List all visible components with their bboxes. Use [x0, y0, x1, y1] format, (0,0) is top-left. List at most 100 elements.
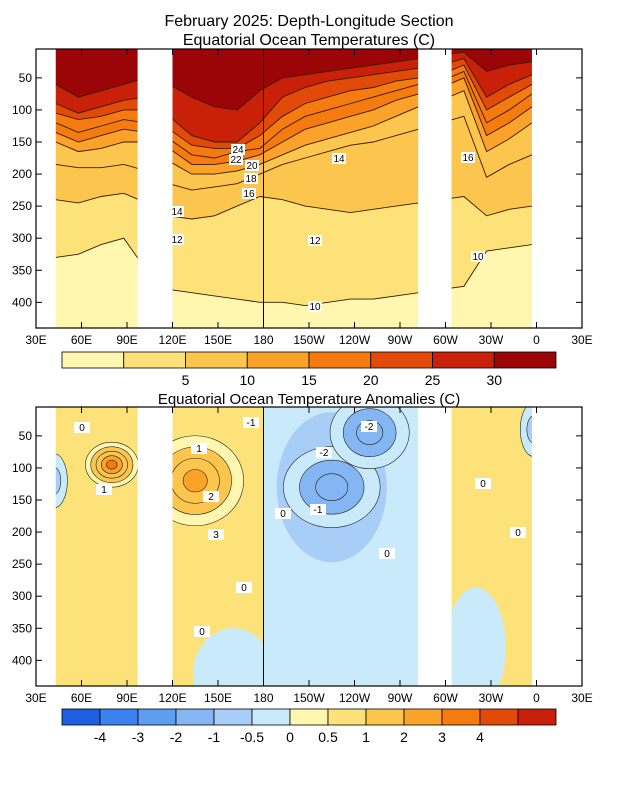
isotherm-label: 24: [232, 145, 244, 156]
anomaly-label: 2: [208, 492, 214, 503]
temperature-y-tick-label: 350: [12, 263, 32, 277]
anomaly-x-tick-label: 0: [533, 691, 540, 705]
anomaly-label: 0: [384, 549, 390, 560]
anomaly-x-tick-label: 120E: [158, 691, 186, 705]
temperature-colorbar-swatch: [61, 351, 125, 369]
anomaly-colorbar-swatch: [289, 708, 329, 726]
anomaly-colorbar-label: -0.5: [240, 729, 264, 745]
anomaly-x-tick-label: 90E: [116, 691, 137, 705]
isotherm-label-bg: [231, 144, 245, 155]
isotherm-label: 12: [171, 235, 183, 246]
isotherm-lines: [36, 49, 582, 328]
anomaly-colorbar-swatch: [327, 708, 367, 726]
isotherm-label-bg: [471, 251, 485, 262]
isotherm-16: [55, 90, 533, 175]
temperature-colorbar-swatch: [370, 351, 433, 369]
anomaly-label-bg: [96, 484, 112, 495]
anomaly-label: -2: [320, 448, 329, 459]
anomaly-cool-patch: [193, 628, 274, 686]
anomaly-colorbar-label: -2: [170, 729, 183, 745]
anomaly-label: 1: [101, 485, 107, 496]
temperature-x-tick-label: 180: [253, 333, 273, 347]
temperature-y-tick-label: 100: [12, 103, 32, 117]
temperature-x-tick-label: 30E: [25, 333, 46, 347]
isotherm-label: 16: [462, 153, 474, 164]
anomaly-label-bg: [236, 582, 252, 593]
temperature-x-tick-label: 90W: [388, 333, 413, 347]
anomaly-label-bg: [191, 443, 207, 454]
isotherm-label: 14: [333, 154, 345, 165]
anomaly-x-tick-label: 90W: [388, 691, 413, 705]
temperature-y-tick-label: 300: [12, 231, 32, 245]
anomaly-x-axis: 30E 60E 90E 120E 150E 180 150W 120W 90W 60W 30W 0 30…: [25, 407, 593, 705]
isotherm-label-bg: [242, 188, 256, 199]
anomaly-label-bg: [74, 422, 90, 433]
temperature-colorbar-swatch: [123, 351, 186, 369]
temperature-x-tick-label: 90E: [116, 333, 137, 347]
temperature-colorbar-swatch: [493, 351, 557, 369]
figure-subtitle: Equatorial Ocean Temperatures (C): [183, 32, 435, 49]
anomaly-x-tick-label: 60W: [433, 691, 458, 705]
isotherm-label: 16: [243, 189, 255, 200]
anomaly-y-tick-label: 100: [12, 461, 32, 475]
anomaly-colorbar-swatch: [137, 708, 177, 726]
temperature-band-26: [55, 49, 532, 110]
temperature-colorbar-label: 30: [486, 372, 502, 388]
anomaly-y-tick-label: 150: [12, 493, 32, 507]
anomaly-colorbar-swatch: [213, 708, 253, 726]
anomaly-label-bg: [316, 447, 332, 458]
anomaly-y-tick-label: 350: [12, 621, 32, 635]
anomaly-x-tick-label: 120W: [339, 691, 371, 705]
temperature-y-tick-label: 200: [12, 167, 32, 181]
isotherm-label-bg: [332, 153, 346, 164]
anomaly-colorbar-label: 0.5: [318, 729, 338, 745]
anomaly-colorbar-swatch: [403, 708, 443, 726]
isotherm-label-bg: [170, 234, 184, 245]
anomaly-colorbar-swatch: [479, 708, 519, 726]
temperature-colorbar-label: 10: [239, 372, 255, 388]
isotherm-18: [55, 77, 533, 165]
anomaly-colorbar-label: 3: [438, 729, 446, 745]
anomaly-contour-ring: [315, 473, 349, 501]
temperature-x-tick-label: 30W: [479, 333, 504, 347]
anomaly-x-tick-label: 30E: [571, 691, 592, 705]
anomaly-y-tick-label: 250: [12, 557, 32, 571]
temperature-y-axis: 50 100 150 200 250 300 350 400: [12, 71, 582, 309]
anomaly-colorbar: -4 -3 -2 -1 -0.5 0 0.5 1 2 3 4: [61, 708, 557, 745]
anomaly-label-bg: [310, 504, 326, 515]
anomaly-x-tick-label: 60E: [71, 691, 92, 705]
anomaly-x-tick-label: 150E: [204, 691, 232, 705]
temperature-x-tick-label: 60W: [433, 333, 458, 347]
anomaly-colorbar-label: 2: [400, 729, 408, 745]
isotherm-label: 20: [246, 161, 258, 172]
land-gap: [137, 407, 173, 686]
anomaly-y-tick-label: 400: [12, 653, 32, 667]
isotherm-label: 12: [309, 236, 321, 247]
anomaly-labels: 0 -1 -2 -2 -1 0 1 2 3 1 0 0 0 0 0: [74, 417, 526, 638]
isotherm-label: 22: [230, 155, 242, 166]
isotherm-20: [55, 70, 533, 159]
anomaly-x-tick-label: 180: [253, 691, 273, 705]
anomaly-label: 0: [480, 479, 486, 490]
land-gap: [418, 407, 452, 686]
land-gap: [137, 49, 173, 328]
anomaly-y-tick-label: 200: [12, 525, 32, 539]
anomaly-label: 0: [199, 627, 205, 638]
isotherm-label-bg: [245, 160, 259, 171]
anomaly-colorbar-swatch: [251, 708, 291, 726]
anomaly-colorbar-label: -4: [94, 729, 107, 745]
no-data-west: [36, 407, 56, 686]
temperature-x-tick-label: 120E: [158, 333, 186, 347]
anomaly-colorbar-swatch: [365, 708, 405, 726]
anomaly-label: 3: [213, 530, 219, 541]
anomaly-x-tick-label: 30E: [25, 691, 46, 705]
temperature-y-tick-label: 250: [12, 199, 32, 213]
temperature-x-tick-label: 60E: [71, 333, 92, 347]
anomaly-label-bg: [475, 478, 491, 489]
anomaly-colorbar-label: 4: [476, 729, 484, 745]
temperature-colorbar-label: 5: [182, 372, 190, 388]
isotherm-22: [55, 64, 533, 149]
isotherm-12: [55, 192, 533, 220]
